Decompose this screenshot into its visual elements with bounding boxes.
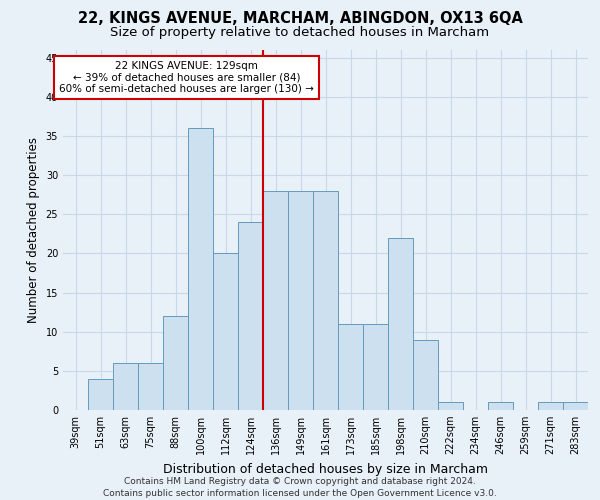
Bar xyxy=(238,222,263,410)
Bar xyxy=(488,402,513,410)
Bar xyxy=(413,340,438,410)
Bar xyxy=(213,254,238,410)
Bar xyxy=(263,191,288,410)
Text: 22, KINGS AVENUE, MARCHAM, ABINGDON, OX13 6QA: 22, KINGS AVENUE, MARCHAM, ABINGDON, OX1… xyxy=(77,11,523,26)
Bar xyxy=(388,238,413,410)
Bar xyxy=(438,402,463,410)
Bar xyxy=(563,402,588,410)
Bar xyxy=(188,128,213,410)
Bar xyxy=(538,402,563,410)
Bar xyxy=(363,324,388,410)
Bar xyxy=(313,191,338,410)
Bar xyxy=(88,378,113,410)
X-axis label: Distribution of detached houses by size in Marcham: Distribution of detached houses by size … xyxy=(163,462,488,475)
Bar xyxy=(138,363,163,410)
Bar xyxy=(338,324,363,410)
Bar xyxy=(113,363,138,410)
Y-axis label: Number of detached properties: Number of detached properties xyxy=(27,137,40,323)
Bar xyxy=(163,316,188,410)
Text: Size of property relative to detached houses in Marcham: Size of property relative to detached ho… xyxy=(110,26,490,39)
Text: 22 KINGS AVENUE: 129sqm
← 39% of detached houses are smaller (84)
60% of semi-de: 22 KINGS AVENUE: 129sqm ← 39% of detache… xyxy=(59,61,314,94)
Bar xyxy=(288,191,313,410)
Text: Contains HM Land Registry data © Crown copyright and database right 2024.
Contai: Contains HM Land Registry data © Crown c… xyxy=(103,476,497,498)
